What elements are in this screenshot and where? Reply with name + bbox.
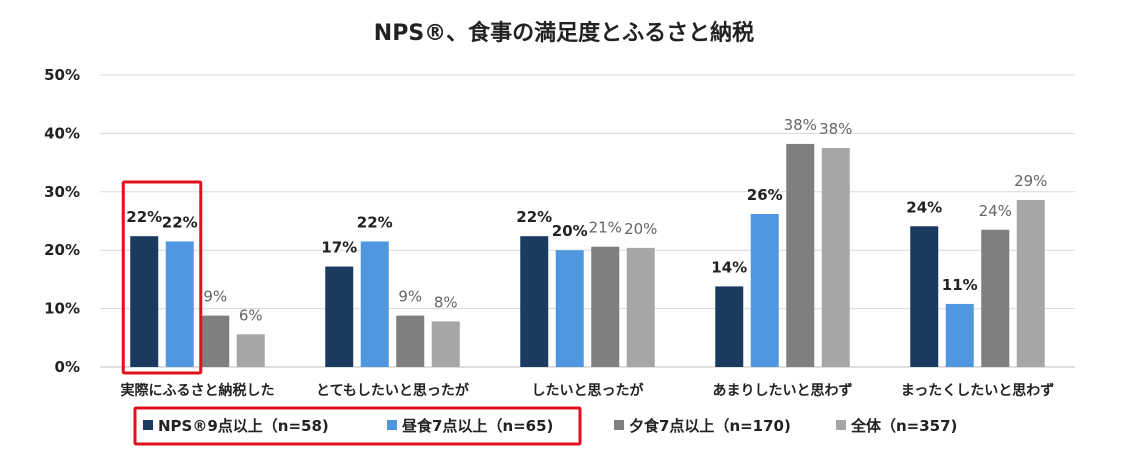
bars (130, 143, 1045, 367)
bar (945, 303, 974, 367)
data-label: 24% (906, 198, 942, 216)
data-label: 24% (979, 202, 1012, 220)
data-label: 22% (516, 208, 552, 226)
legend: NPS®9点以上（n=58) 昼食7点以上（n=65) 夕食7点以上（n=170) 全… (143, 417, 957, 435)
bar (910, 226, 939, 367)
bar (786, 143, 815, 367)
legend-label: 昼食7点以上（n=65) (402, 417, 553, 435)
bar (396, 315, 425, 367)
bar (165, 241, 194, 367)
legend-label: NPS®9点以上（n=58) (158, 417, 329, 435)
y-tick-label: 30% (44, 183, 80, 201)
data-label: 29% (1014, 172, 1047, 190)
bar (555, 250, 584, 367)
y-tick-label: 10% (44, 300, 80, 318)
bar (591, 246, 620, 367)
bar (1016, 199, 1045, 367)
chart-title: NPS®、食事の満足度とふるさと納税 (374, 20, 754, 46)
data-label: 17% (321, 239, 357, 257)
x-tick-label: まったくしたいと思わず (901, 382, 1054, 399)
y-tick-label: 0% (55, 358, 80, 376)
data-label: 8% (434, 293, 458, 311)
bar (520, 236, 549, 367)
x-tick-label: あまりしたいと思わず (713, 382, 853, 399)
data-label: 22% (357, 213, 393, 231)
bar (821, 148, 850, 367)
data-label: 20% (624, 220, 657, 238)
data-label: 22% (126, 208, 162, 226)
data-label: 9% (203, 288, 227, 306)
bar (130, 236, 159, 367)
legend-swatch (836, 420, 846, 430)
bar (325, 266, 354, 367)
data-label: 26% (747, 186, 783, 204)
bar (626, 247, 655, 367)
bar (431, 321, 460, 367)
legend-label: 夕食7点以上（n=170) (629, 417, 791, 435)
data-label: 38% (784, 116, 817, 134)
bar (715, 286, 744, 367)
legend-swatch (143, 420, 153, 430)
gridlines: 0% 10% 20% 30% 40% 50% (44, 66, 1075, 376)
bar (360, 241, 389, 367)
highlight-boxes (121, 180, 582, 446)
data-label: 6% (239, 306, 263, 324)
x-axis-labels: 実際にふるさと納税した とてもしたいと思ったが したいと思ったが あまりしたいと思わず… (121, 382, 1055, 399)
data-label: 22% (162, 213, 198, 231)
category-highlight-box (121, 180, 203, 375)
y-tick-label: 20% (44, 241, 80, 259)
x-tick-label: したいと思ったが (532, 382, 645, 399)
data-label: 20% (552, 222, 588, 240)
data-label: 38% (819, 120, 852, 138)
bar (981, 229, 1010, 367)
legend-highlight-box (133, 406, 582, 446)
data-labels: 22% 22%9%6%17%22%9% 8%22%20% 21% 20%14%26%38… (126, 116, 1047, 324)
x-tick-label: とてもしたいと思ったが (316, 382, 470, 399)
legend-label: 全体（n=357) (850, 417, 957, 435)
y-tick-label: 40% (44, 124, 80, 142)
y-tick-label: 50% (44, 66, 80, 84)
data-label: 21% (589, 219, 622, 237)
data-label: 14% (711, 258, 747, 276)
legend-swatch (614, 420, 624, 430)
legend-swatch (387, 420, 397, 430)
bar (750, 213, 779, 367)
x-tick-label: 実際にふるさと納税した (121, 382, 275, 399)
bar (201, 315, 230, 367)
bar (236, 334, 265, 367)
data-label: 11% (942, 276, 978, 294)
data-label: 9% (398, 288, 422, 306)
